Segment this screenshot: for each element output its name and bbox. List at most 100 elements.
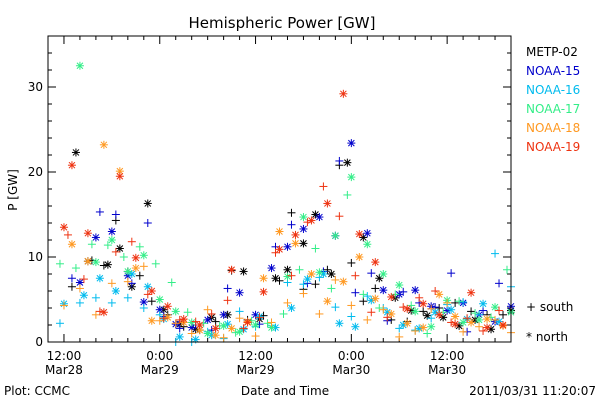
point-north (451, 312, 460, 321)
point-south (135, 271, 144, 280)
point-south (175, 324, 184, 333)
point-north (395, 281, 404, 290)
point-south (159, 314, 168, 323)
point-south (111, 247, 120, 256)
series-noaa-19 (59, 89, 508, 335)
point-north (335, 319, 344, 328)
point-north (403, 319, 412, 328)
point-south (335, 212, 344, 221)
point-north (267, 264, 276, 273)
point-north (219, 310, 228, 319)
point-north (323, 199, 332, 208)
point-south (347, 301, 356, 310)
y-tick-label: 0 (35, 335, 43, 349)
point-south (171, 319, 180, 328)
point-south (479, 306, 488, 315)
point-south (251, 332, 260, 341)
point-north (347, 139, 356, 148)
point-south (167, 278, 176, 287)
x-tick-time-label: 0:00 (338, 349, 365, 363)
point-north (155, 295, 164, 304)
point-north (403, 304, 412, 313)
point-north (315, 268, 324, 277)
point-north (355, 253, 364, 261)
point-north (83, 257, 92, 266)
point-south (271, 248, 280, 257)
point-north (163, 313, 172, 322)
point-south (147, 297, 156, 306)
point-south (151, 259, 160, 268)
point-south (55, 259, 64, 268)
point-north (103, 260, 112, 269)
point-south (427, 314, 436, 323)
point-south (379, 305, 388, 314)
point-north (219, 321, 228, 330)
point-south (207, 309, 216, 318)
point-south (367, 308, 376, 317)
point-south (287, 220, 296, 229)
point-north (115, 172, 124, 181)
point-south (75, 298, 84, 307)
point-north (287, 304, 296, 312)
y-tick-label: 30 (28, 80, 43, 94)
point-south (395, 332, 404, 341)
point-south (423, 329, 432, 338)
point-south (471, 309, 480, 318)
marker-legend: + south * north (526, 300, 573, 344)
footer-timestamp: 2011/03/31 11:20:07 (469, 384, 596, 398)
chart-title: Hemispheric Power [GW] (189, 14, 376, 32)
point-south (503, 265, 512, 274)
x-tick-date-label: Mar30 (428, 363, 466, 377)
point-south (287, 271, 296, 280)
point-south (395, 324, 404, 333)
point-north (479, 299, 488, 308)
point-north (467, 288, 476, 297)
point-south (139, 262, 148, 271)
point-north (311, 210, 320, 219)
point-south (107, 279, 116, 288)
point-north (187, 318, 196, 327)
point-south (491, 249, 500, 258)
point-south (347, 312, 356, 321)
point-north (243, 318, 252, 327)
point-south (255, 313, 264, 322)
point-north (67, 240, 76, 249)
point-north (483, 323, 492, 332)
point-north (491, 303, 500, 312)
point-south (203, 305, 212, 314)
point-north (371, 258, 380, 267)
x-tick-date-label: Mar29 (237, 363, 275, 377)
point-south (71, 264, 80, 273)
point-south (359, 290, 368, 299)
plot-frame (47, 35, 512, 343)
point-north (331, 231, 340, 240)
point-north (299, 239, 308, 248)
point-south (59, 301, 68, 310)
point-north (211, 331, 220, 340)
point-south (435, 304, 444, 312)
point-south (499, 310, 508, 319)
point-south (359, 297, 368, 306)
point-south (239, 324, 248, 333)
point-north (115, 167, 124, 176)
point-north (275, 227, 284, 236)
y-axis-label: P [GW] (6, 169, 20, 211)
point-north (259, 287, 268, 296)
point-north (131, 253, 140, 262)
point-north (203, 315, 212, 324)
point-south (63, 230, 72, 239)
x-tick-date-label: Mar29 (141, 363, 179, 377)
point-south (455, 297, 464, 306)
point-north (467, 318, 476, 327)
x-tick-time-label: 12:00 (238, 349, 273, 363)
legend-entry: NOAA-15 (526, 64, 580, 78)
point-south (327, 284, 336, 293)
point-north (79, 291, 88, 300)
point-south (431, 287, 440, 295)
point-north (75, 61, 84, 70)
point-north (427, 322, 436, 331)
point-north (203, 329, 212, 338)
point-north (91, 258, 100, 267)
point-north (115, 244, 124, 253)
axis-ticks: 010203012:00Mar280:00Mar2912:00Mar290:00… (28, 35, 511, 377)
